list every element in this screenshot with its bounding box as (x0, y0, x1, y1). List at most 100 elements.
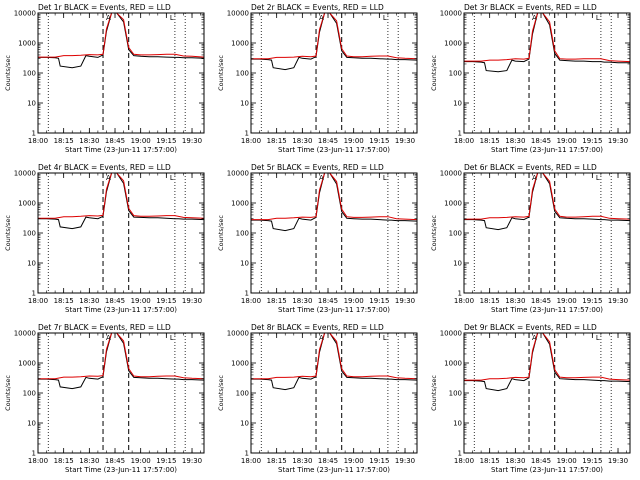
series-line-lld (38, 12, 205, 58)
x-tick-label: 19:00 (131, 457, 151, 465)
chart-title: Det 6r BLACK = Events, RED = LLD (464, 163, 597, 172)
series-line-events (251, 172, 418, 232)
chart-panel-det-1: 1 10 100 1000 10000 18:00 18:15 18:30 18:45 19:00… (4, 3, 205, 154)
x-tick-label: 18:45 (105, 297, 125, 305)
x-tick-label: 18:15 (480, 457, 500, 465)
y-tick-label: 1 (458, 130, 462, 138)
y-tick-label: 10 (240, 420, 249, 428)
x-tick-label: 19:00 (344, 297, 364, 305)
x-axis-label: Start Time (23-Jun-11 17:57:00) (491, 306, 603, 314)
corner-mark: A (319, 14, 324, 22)
x-tick-label: 18:00 (454, 137, 474, 145)
chart-panel-det-8: 1 10 100 1000 10000 18:00 18:15 18:30 18:45 19:00… (217, 323, 418, 474)
x-tick-label: 18:00 (28, 457, 48, 465)
x-tick-label: 18:30 (292, 457, 312, 465)
chart-title: Det 9r BLACK = Events, RED = LLD (464, 323, 597, 332)
y-tick-label: 1000 (18, 40, 36, 48)
x-tick-label: 18:15 (54, 137, 74, 145)
y-tick-label: 1000 (444, 40, 462, 48)
x-axis-label: Start Time (23-Jun-11 17:57:00) (278, 146, 390, 154)
y-axis-label: Counts/sec (4, 375, 12, 411)
plot-frame (463, 12, 631, 134)
y-tick-label: 1000 (444, 360, 462, 368)
x-tick-label: 18:00 (28, 297, 48, 305)
x-tick-label: 19:15 (156, 137, 176, 145)
y-tick-label: 1000 (18, 200, 36, 208)
x-tick-label: 19:00 (344, 457, 364, 465)
x-tick-label: 18:15 (267, 457, 287, 465)
y-tick-label: 100 (23, 70, 36, 78)
series-line-events (464, 332, 631, 392)
x-tick-label: 18:30 (505, 457, 525, 465)
chart-panel-det-2: 1 10 100 1000 10000 18:00 18:15 18:30 18:45 19:00… (217, 3, 418, 154)
x-tick-label: 18:45 (105, 457, 125, 465)
x-tick-label: 19:30 (608, 137, 628, 145)
chart-panel-det-6: 1 10 100 1000 10000 18:00 18:15 18:30 18:45 19:00… (430, 163, 631, 314)
y-tick-label: 1 (32, 450, 36, 458)
x-tick-label: 18:00 (241, 137, 261, 145)
y-tick-label: 1 (458, 450, 462, 458)
y-tick-label: 100 (449, 70, 462, 78)
x-tick-label: 19:30 (608, 297, 628, 305)
x-axis-label: Start Time (23-Jun-11 17:57:00) (65, 146, 177, 154)
series-line-events (464, 172, 631, 231)
y-tick-label: 10 (240, 100, 249, 108)
plot-frame (37, 12, 205, 134)
series-line-events (38, 12, 205, 69)
series-line-events (38, 172, 205, 230)
x-tick-label: 18:30 (292, 137, 312, 145)
corner-mark: L (596, 334, 600, 342)
x-tick-label: 19:00 (557, 137, 577, 145)
x-tick-label: 18:15 (480, 137, 500, 145)
x-tick-label: 19:30 (608, 457, 628, 465)
plot-frame (250, 332, 418, 454)
y-tick-label: 10000 (227, 10, 249, 18)
corner-mark: L (170, 14, 174, 22)
x-tick-label: 19:15 (156, 297, 176, 305)
x-tick-label: 19:15 (582, 297, 602, 305)
y-tick-label: 10 (27, 100, 36, 108)
chart-panel-det-4: 1 10 100 1000 10000 18:00 18:15 18:30 18:45 19:00… (4, 163, 205, 314)
chart-title: Det 7r BLACK = Events, RED = LLD (38, 323, 171, 332)
x-tick-label: 18:30 (505, 137, 525, 145)
y-tick-label: 100 (236, 390, 249, 398)
corner-mark: A (106, 174, 111, 182)
y-tick-label: 10000 (14, 330, 36, 338)
x-tick-label: 18:15 (267, 137, 287, 145)
y-tick-label: 1 (245, 450, 249, 458)
x-axis-label: Start Time (23-Jun-11 17:57:00) (491, 146, 603, 154)
y-tick-label: 10000 (14, 10, 36, 18)
y-axis-label: Counts/sec (430, 215, 438, 251)
x-tick-label: 19:00 (344, 137, 364, 145)
y-tick-label: 10 (453, 260, 462, 268)
x-tick-label: 18:30 (292, 297, 312, 305)
plot-frame (37, 172, 205, 294)
x-tick-label: 19:15 (156, 457, 176, 465)
x-tick-label: 19:15 (582, 457, 602, 465)
x-tick-label: 19:00 (557, 297, 577, 305)
x-axis-label: Start Time (23-Jun-11 17:57:00) (278, 466, 390, 474)
y-tick-label: 10 (27, 260, 36, 268)
y-tick-label: 1000 (231, 200, 249, 208)
y-tick-label: 1 (458, 290, 462, 298)
y-tick-label: 10000 (14, 170, 36, 178)
y-axis-label: Counts/sec (217, 375, 225, 411)
y-tick-label: 10000 (440, 170, 462, 178)
corner-mark: A (106, 14, 111, 22)
plot-frame (250, 172, 418, 294)
x-tick-label: 18:15 (54, 297, 74, 305)
series-line-events (251, 332, 418, 391)
x-tick-label: 18:30 (79, 137, 99, 145)
y-tick-label: 10000 (440, 10, 462, 18)
x-tick-label: 19:00 (131, 297, 151, 305)
x-tick-label: 19:30 (182, 457, 202, 465)
y-tick-label: 10 (27, 420, 36, 428)
x-tick-label: 19:15 (582, 137, 602, 145)
series-line-events (38, 332, 205, 390)
x-tick-label: 19:30 (395, 137, 415, 145)
chart-title: Det 8r BLACK = Events, RED = LLD (251, 323, 384, 332)
corner-mark: A (319, 334, 324, 342)
y-tick-label: 100 (236, 70, 249, 78)
y-tick-label: 1000 (444, 200, 462, 208)
